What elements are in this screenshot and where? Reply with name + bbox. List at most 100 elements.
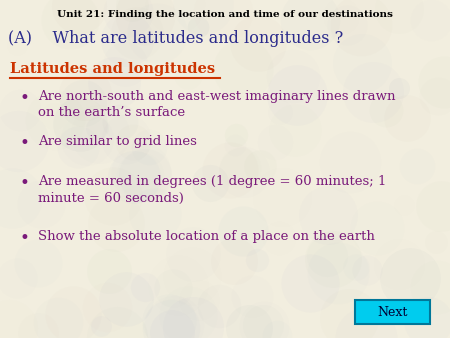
Text: •: • xyxy=(20,90,30,107)
Point xyxy=(424,319,431,324)
Point xyxy=(170,322,177,328)
Point xyxy=(34,260,41,265)
Point xyxy=(259,322,266,328)
Point xyxy=(306,17,313,22)
Text: Next: Next xyxy=(377,306,408,318)
Point xyxy=(226,167,234,172)
Point xyxy=(272,139,279,145)
Point xyxy=(13,43,20,48)
Point xyxy=(323,253,330,259)
Point xyxy=(343,22,351,28)
Text: Latitudes and longitudes: Latitudes and longitudes xyxy=(10,62,215,76)
Point xyxy=(105,269,112,274)
Point xyxy=(232,142,239,147)
Point xyxy=(51,118,59,123)
Point xyxy=(239,228,246,234)
Point xyxy=(14,139,21,144)
Text: (A)    What are latitudes and longitudes ?: (A) What are latitudes and longitudes ? xyxy=(8,30,343,47)
Point xyxy=(239,66,247,71)
Point xyxy=(125,10,132,15)
Point xyxy=(189,324,196,330)
Point xyxy=(382,107,390,113)
Point xyxy=(362,335,369,338)
Point xyxy=(77,121,84,126)
Point xyxy=(435,93,442,99)
Point xyxy=(292,127,299,133)
Point xyxy=(414,164,421,169)
Point xyxy=(440,79,447,84)
Point xyxy=(428,17,435,22)
Point xyxy=(17,107,24,113)
Point xyxy=(38,201,45,206)
Point xyxy=(306,280,313,286)
Point xyxy=(6,325,13,331)
Point xyxy=(184,72,191,78)
Point xyxy=(122,136,130,142)
Point xyxy=(112,220,120,226)
Point xyxy=(345,315,352,320)
Point xyxy=(346,160,354,165)
Point xyxy=(396,86,403,91)
Point xyxy=(9,195,16,201)
Point xyxy=(97,323,104,328)
Point xyxy=(134,30,141,36)
Point xyxy=(199,2,206,7)
Point xyxy=(123,37,130,43)
Point xyxy=(293,92,301,97)
Point xyxy=(330,257,337,262)
Point xyxy=(138,169,145,175)
Point xyxy=(84,136,91,142)
Point xyxy=(216,304,223,309)
Point xyxy=(109,194,116,199)
Point xyxy=(261,323,268,329)
Point xyxy=(74,144,81,149)
Point xyxy=(275,235,283,241)
Point xyxy=(249,294,256,299)
Point xyxy=(290,73,297,78)
Point xyxy=(137,173,144,178)
Point xyxy=(128,2,135,7)
Point xyxy=(357,23,364,28)
Point xyxy=(273,332,280,337)
Point xyxy=(54,320,62,325)
Point xyxy=(168,330,176,335)
Point xyxy=(195,297,203,303)
Point xyxy=(358,61,365,66)
Point xyxy=(35,331,42,336)
Text: •: • xyxy=(20,175,30,192)
Point xyxy=(194,24,201,29)
Point xyxy=(184,313,192,318)
Point xyxy=(396,7,403,12)
Text: Are north-south and east-west imaginary lines drawn
on the earth’s surface: Are north-south and east-west imaginary … xyxy=(38,90,396,120)
Text: Show the absolute location of a place on the earth: Show the absolute location of a place on… xyxy=(38,230,375,243)
Point xyxy=(396,261,403,266)
Point xyxy=(401,202,408,208)
Point xyxy=(246,325,253,330)
Point xyxy=(142,173,149,178)
Point xyxy=(93,125,100,130)
Point xyxy=(75,3,82,8)
Point xyxy=(142,284,149,290)
Point xyxy=(171,1,179,6)
Point xyxy=(433,239,440,244)
Point xyxy=(434,284,441,290)
Point xyxy=(237,165,244,171)
Point xyxy=(230,258,238,264)
Point xyxy=(79,100,86,105)
Point xyxy=(121,61,128,66)
Point xyxy=(122,296,130,301)
Point xyxy=(254,257,261,263)
Point xyxy=(165,319,172,324)
Point xyxy=(153,30,161,35)
Point xyxy=(116,119,123,124)
Point xyxy=(437,203,445,208)
Text: Are similar to grid lines: Are similar to grid lines xyxy=(38,135,197,148)
Point xyxy=(111,81,118,86)
Text: Unit 21: Finding the location and time of our destinations: Unit 21: Finding the location and time o… xyxy=(57,10,393,19)
Point xyxy=(97,131,104,137)
Point xyxy=(219,9,226,14)
Point xyxy=(152,212,159,217)
FancyBboxPatch shape xyxy=(355,300,430,324)
Point xyxy=(174,283,181,288)
Point xyxy=(337,13,344,19)
